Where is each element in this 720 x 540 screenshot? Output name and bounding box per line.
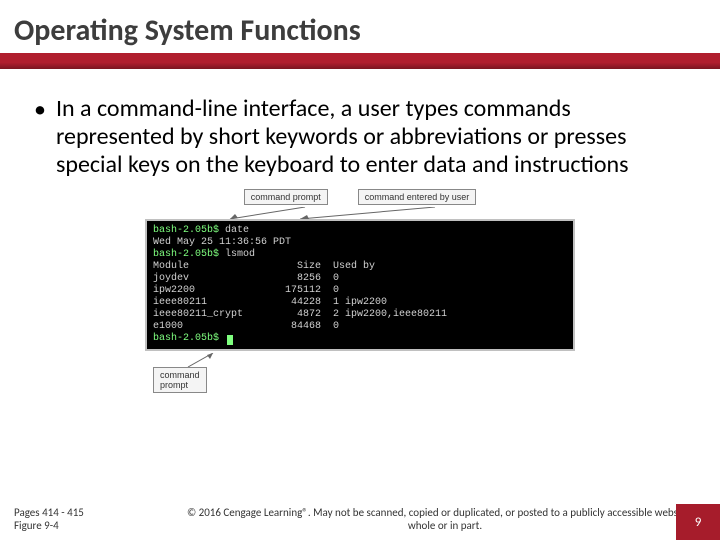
terminal-output: Wed May 25 11:36:56 PDT [153, 237, 567, 249]
callout-command-entered: command entered by user [358, 189, 477, 205]
terminal-header: Module Size Used by [153, 261, 567, 273]
terminal-cmd: lsmod [225, 249, 255, 260]
terminal-cmd: date [225, 225, 249, 236]
terminal-cursor [227, 335, 233, 345]
terminal-row: joydev 8256 0 [153, 273, 567, 285]
footer-figure: Figure 9-4 [14, 519, 170, 532]
terminal-prompt: bash-2.05b$ [153, 333, 225, 344]
callout-arrows-top [145, 207, 575, 219]
accent-bar [0, 53, 720, 69]
page-title: Operating System Functions [14, 12, 706, 49]
footer-copyright: © 2016 Cengage Learning®. May not be sca… [170, 506, 720, 532]
bullet-marker: • [34, 95, 46, 125]
page-number: 9 [676, 504, 720, 540]
footer-pages: Pages 414 - 415 [14, 506, 170, 519]
terminal-window: bash-2.05b$ date Wed May 25 11:36:56 PDT… [145, 219, 575, 351]
footer: Pages 414 - 415 Figure 9-4 © 2016 Cengag… [0, 506, 720, 532]
terminal-row: ipw2200 175112 0 [153, 285, 567, 297]
bullet-text: In a command-line interface, a user type… [56, 95, 686, 179]
terminal-prompt: bash-2.05b$ [153, 225, 225, 236]
callout-command-prompt-bottom: command prompt [153, 367, 207, 393]
terminal-prompt: bash-2.05b$ [153, 249, 225, 260]
figure: command prompt command entered by user b… [145, 189, 575, 393]
callout-command-prompt-top: command prompt [244, 189, 328, 205]
terminal-row: e1000 84468 0 [153, 321, 567, 333]
terminal-row: ieee80211_crypt 4872 2 ipw2200,ieee80211 [153, 309, 567, 321]
slide-content: • In a command-line interface, a user ty… [0, 69, 720, 393]
callout-arrow-bottom [153, 353, 273, 367]
terminal-row: ieee80211 44228 1 ipw2200 [153, 297, 567, 309]
